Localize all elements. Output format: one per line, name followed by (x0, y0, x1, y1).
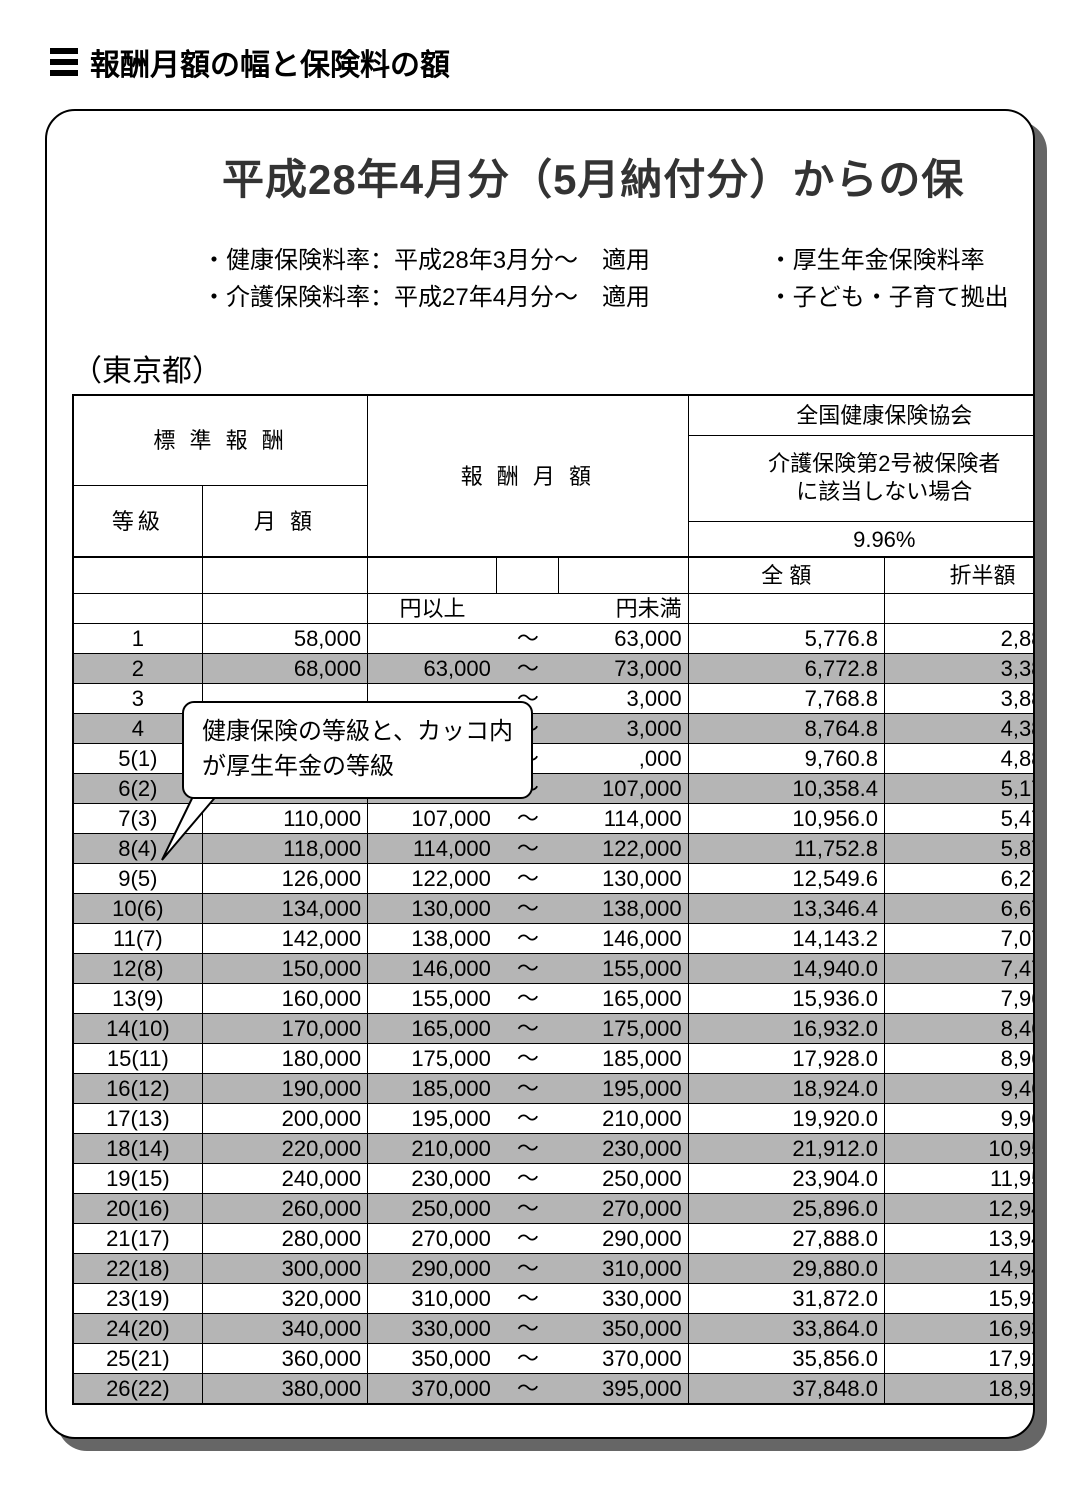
table-row: 26(22)380,000370,000～395,00037,848.018,9… (73, 1373, 1035, 1404)
table-row: 19(15)240,000230,000～250,00023,904.011,9… (73, 1163, 1035, 1193)
table-row: 11(7)142,000138,000～146,00014,143.27,071… (73, 923, 1035, 953)
hdr-yen-lt: 円未満 (559, 593, 688, 623)
insurance-table: 標 準 報 酬 報 酬 月 額 全国健康保険協会 介護保険第2号被保険者に該当し… (72, 394, 1035, 1405)
table-row: 12(8)150,000146,000～155,00014,940.07,470… (73, 953, 1035, 983)
note-left-1: ・健康保険料率：平成28年3月分～ 適用 (202, 247, 650, 274)
table-row: 25(21)360,000350,000～370,00035,856.017,9… (73, 1343, 1035, 1373)
table-row: 16(12)190,000185,000～195,00018,924.09,46… (73, 1073, 1035, 1103)
table-row: 13(9)160,000155,000～165,00015,936.07,968… (73, 983, 1035, 1013)
callout-line-1: 健康保険の等級と、カッコ内 (202, 718, 513, 745)
rate-notes: ・健康保険料率：平成28年3月分～ 適用 ・介護保険料率：平成27年4月分～ 適… (202, 242, 1033, 316)
hdr-half: 折半額 (885, 557, 1035, 593)
hamburger-icon (50, 48, 78, 76)
note-left-2: ・介護保険料率：平成27年4月分～ 適用 (202, 284, 650, 311)
table-row: 268,00063,000～73,0006,772.83,386.4 (73, 653, 1035, 683)
note-right-2: ・子ども・子育て拠出 (769, 284, 1009, 311)
hdr-kaigo-not: 介護保険第2号被保険者に該当しない場合 (688, 435, 1035, 521)
table-row: 21(17)280,000270,000～290,00027,888.013,9… (73, 1223, 1035, 1253)
hdr-yen-row: 円以上 円未満 (73, 593, 1035, 623)
callout-bubble: 健康保険の等級と、カッコ内 が厚生年金の等級 (182, 701, 533, 799)
content-frame: 平成28年4月分（5月納付分）からの保 ・健康保険料率：平成28年3月分～ 適用… (45, 109, 1035, 1439)
hdr-monthly-range: 報 酬 月 額 (368, 395, 688, 557)
insurance-table-container: 標 準 報 酬 報 酬 月 額 全国健康保険協会 介護保険第2号被保険者に該当し… (72, 394, 1035, 1405)
table-row: 20(16)260,000250,000～270,00025,896.012,9… (73, 1193, 1035, 1223)
table-row: 9(5)126,000122,000～130,00012,549.66,274.… (73, 863, 1035, 893)
callout-line-2: が厚生年金の等級 (202, 753, 394, 780)
table-row: 158,000～63,0005,776.82,888.4 (73, 623, 1035, 653)
main-title: 平成28年4月分（5月納付分）からの保 (222, 146, 1033, 207)
table-row: 15(11)180,000175,000～185,00017,928.08,96… (73, 1043, 1035, 1073)
hdr-grade: 等級 (73, 485, 202, 557)
section-title: 報酬月額の幅と保険料の額 (90, 40, 450, 84)
note-right-1: ・厚生年金保険料率 (769, 247, 985, 274)
table-row: 10(6)134,000130,000～138,00013,346.46,673… (73, 893, 1035, 923)
table-row: 24(20)340,000330,000～350,00033,864.016,9… (73, 1313, 1035, 1343)
table-row: 23(19)320,000310,000～330,00031,872.015,9… (73, 1283, 1035, 1313)
hdr-yen-ge: 円以上 (368, 593, 497, 623)
hdr-assoc: 全国健康保険協会 (688, 395, 1035, 435)
hdr-monthly: 月 額 (202, 485, 367, 557)
section-header: 報酬月額の幅と保険料の額 (50, 40, 1050, 84)
hdr-full: 全 額 (688, 557, 884, 593)
table-row: 22(18)300,000290,000～310,00029,880.014,9… (73, 1253, 1035, 1283)
region-label: （東京都） (72, 346, 1033, 390)
table-row: 14(10)170,000165,000～175,00016,932.08,46… (73, 1013, 1035, 1043)
table-row: 18(14)220,000210,000～230,00021,912.010,9… (73, 1133, 1035, 1163)
hdr-std-comp: 標 準 報 酬 (73, 395, 368, 485)
table-row: 17(13)200,000195,000～210,00019,920.09,96… (73, 1103, 1035, 1133)
hdr-rate: 9.96% (688, 521, 1035, 557)
